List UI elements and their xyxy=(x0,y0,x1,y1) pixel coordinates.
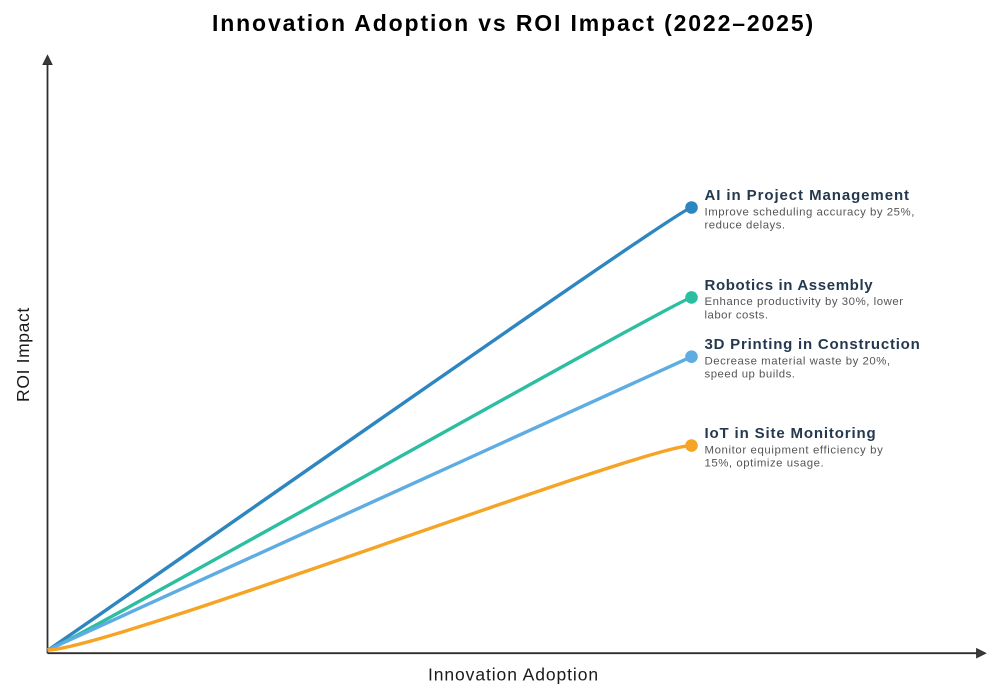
svg-text:IoT in Site Monitoring: IoT in Site Monitoring xyxy=(705,425,877,442)
svg-text:Innovation Adoption vs ROI Imp: Innovation Adoption vs ROI Impact (2022–… xyxy=(212,10,815,36)
svg-text:reduce delays.: reduce delays. xyxy=(705,220,786,232)
svg-text:AI in Project Management: AI in Project Management xyxy=(705,187,910,204)
svg-text:labor costs.: labor costs. xyxy=(705,309,769,321)
svg-text:15%, optimize usage.: 15%, optimize usage. xyxy=(705,458,825,470)
svg-text:Robotics in Assembly: Robotics in Assembly xyxy=(705,277,874,294)
svg-text:ROI Impact: ROI Impact xyxy=(13,307,33,402)
svg-text:Improve scheduling accuracy by: Improve scheduling accuracy by 25%, xyxy=(705,206,915,218)
svg-text:3D Printing in Construction: 3D Printing in Construction xyxy=(705,336,921,353)
svg-text:Monitor equipment efficiency b: Monitor equipment efficiency by xyxy=(705,444,884,456)
svg-text:Innovation Adoption: Innovation Adoption xyxy=(428,665,599,685)
svg-text:speed up builds.: speed up builds. xyxy=(705,369,796,381)
svg-text:Decrease material waste by 20%: Decrease material waste by 20%, xyxy=(705,356,891,368)
svg-text:Enhance productivity by 30%, l: Enhance productivity by 30%, lower xyxy=(705,296,904,308)
